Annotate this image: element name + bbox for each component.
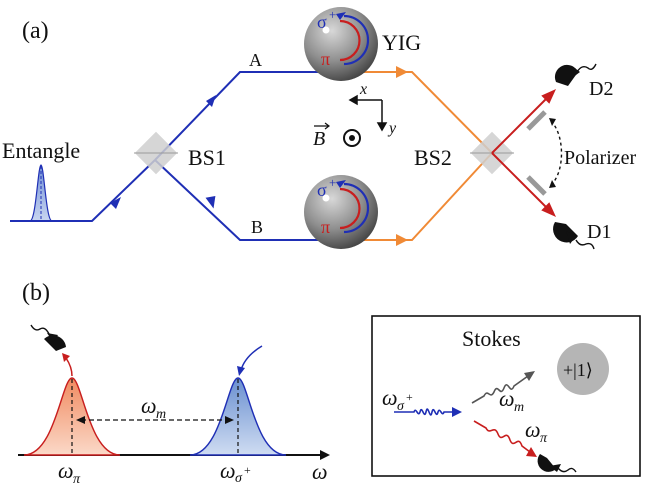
svg-text:m: m — [514, 400, 524, 415]
svg-text:+: + — [406, 390, 413, 404]
field-label: B — [313, 128, 325, 150]
svg-text:+: + — [244, 463, 251, 477]
peak-pi-label: ω π — [58, 458, 81, 484]
panel-a-tag: (a) — [22, 18, 49, 44]
yig-sphere-top: σ + π — [304, 7, 378, 81]
source-label: Entangle — [2, 138, 80, 163]
arm-b-label: B — [251, 217, 263, 237]
svg-text:ω: ω — [141, 393, 157, 418]
peak-pi — [23, 377, 121, 456]
stokes-inset: Stokes +|1⟩ ω σ + ω m ω π — [371, 315, 641, 477]
svg-text:ω: ω — [220, 458, 236, 483]
input-path — [10, 71, 340, 241]
magnon-state-circle — [557, 343, 609, 395]
inset-title: Stokes — [462, 326, 521, 351]
sphere-bottom-pi: π — [321, 217, 330, 237]
inset-magnon-wave — [471, 375, 529, 404]
peak-sigma-label: ω σ + — [220, 458, 251, 484]
magnon-gap-arrow — [76, 416, 234, 424]
svg-text:π: π — [540, 431, 548, 446]
bs1-label: BS1 — [188, 145, 226, 170]
entangled-pulse — [10, 164, 53, 222]
pi-emission-arrow — [62, 353, 73, 377]
inset-input-arrowhead — [452, 407, 462, 417]
output-arrows — [491, 88, 557, 218]
sphere-top-pi: π — [321, 49, 330, 69]
svg-text:ω: ω — [525, 417, 541, 442]
axis-y-label: y — [387, 120, 397, 137]
panel-b-tag: (b) — [22, 280, 50, 306]
svg-text:σ: σ — [235, 471, 243, 484]
arm-a-label: A — [249, 50, 262, 70]
polarizer-link — [550, 120, 563, 186]
magnon-gap-label: ω m — [141, 393, 166, 422]
yig-sphere-bottom: σ + π — [304, 175, 378, 249]
frequency-axis-label: ω — [312, 459, 328, 484]
b-field-symbol: B — [313, 122, 361, 150]
yig-label: YIG — [382, 30, 421, 55]
detector-d1-label: D1 — [587, 221, 611, 243]
inset-input-label: ω σ + — [382, 385, 413, 414]
magnon-state-label: +|1⟩ — [563, 360, 593, 380]
sphere-top-sigma: σ — [317, 12, 327, 32]
detector-d2-label: D2 — [589, 78, 613, 100]
svg-text:π: π — [73, 472, 81, 484]
inset-input-wave — [394, 408, 454, 416]
detector-d1-icon — [553, 222, 595, 250]
axis-x-label: x — [359, 81, 367, 98]
detector-d2-icon — [554, 63, 597, 86]
bs2-label: BS2 — [414, 145, 452, 170]
peak-sigma — [189, 377, 287, 456]
inset-magnon-arrowhead — [524, 371, 535, 381]
sigma-incoming-arrow — [237, 345, 263, 376]
sphere-bottom-sigma: σ — [317, 180, 327, 200]
svg-text:ω: ω — [499, 386, 515, 411]
coordinate-axes — [348, 94, 388, 132]
detector-b-icon — [30, 324, 66, 351]
polarizer-label: Polarizer — [564, 147, 637, 169]
sphere-top-sigma-sup: + — [329, 7, 336, 22]
inset-magnon-label: ω m — [499, 386, 524, 415]
polarizer-top — [526, 110, 547, 131]
sphere-bottom-sigma-sup: + — [329, 175, 336, 190]
path-arrows — [110, 95, 216, 209]
svg-text:ω: ω — [58, 458, 74, 483]
inset-photon-arrowhead — [526, 447, 537, 457]
inset-photon-label: ω π — [525, 417, 548, 446]
polarizer-bottom — [526, 175, 547, 196]
beam-splitter-1 — [134, 131, 178, 175]
polarizer-link-arrows — [549, 118, 556, 188]
svg-text:ω: ω — [382, 385, 398, 410]
svg-text:m: m — [156, 407, 166, 422]
inset-detector-icon — [537, 454, 577, 473]
svg-text:σ: σ — [397, 399, 405, 414]
orange-arrows — [396, 66, 408, 246]
inset-photon-wave — [473, 420, 531, 453]
